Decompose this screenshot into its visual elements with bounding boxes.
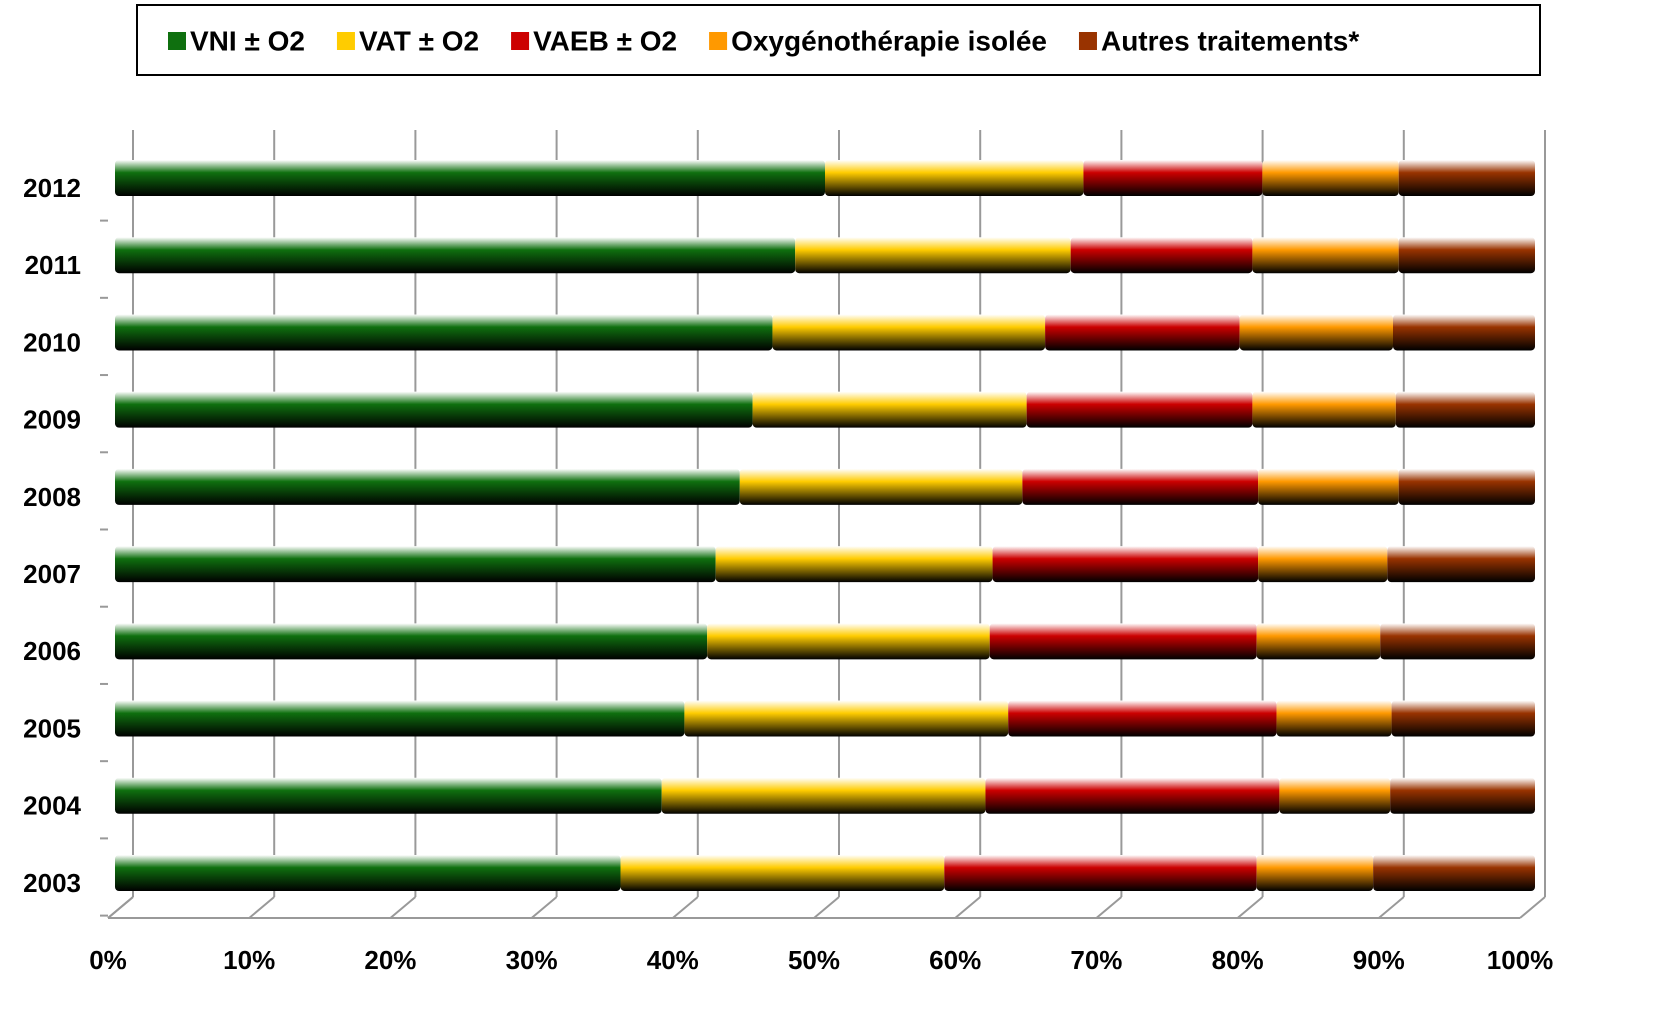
bar-segment (1026, 391, 1253, 428)
bar-segment (1256, 855, 1374, 891)
bar-segment (115, 777, 662, 814)
y-tick-label: 2004 (23, 791, 81, 821)
bar-segment (1258, 546, 1388, 583)
bar-segment (752, 391, 1027, 428)
bar-segment (1070, 237, 1253, 274)
x-tick-label: 50% (788, 945, 840, 975)
grid-line (107, 896, 134, 919)
x-tick-label: 90% (1353, 945, 1405, 975)
bar-segment (684, 700, 1009, 737)
bar-segment (1262, 160, 1399, 196)
grid-line (672, 896, 699, 919)
bar-segment (661, 777, 986, 814)
bar-segment (115, 855, 621, 891)
legend-label: VAT ± O2 (359, 25, 479, 56)
legend-label: VAEB ± O2 (533, 25, 677, 56)
grid-line (1236, 896, 1264, 919)
bar-segment (772, 314, 1046, 351)
bar-segment (115, 546, 716, 583)
bar-segment (1395, 391, 1535, 428)
bar-segment (115, 623, 708, 660)
x-tick-label: 40% (647, 945, 699, 975)
bar-segment (1393, 314, 1535, 351)
y-tick-label: 2005 (23, 713, 81, 743)
grid-line (389, 896, 417, 919)
x-tick-label: 20% (364, 945, 416, 975)
legend-swatch (511, 32, 530, 50)
x-tick-label: 0% (89, 945, 127, 975)
grid-line (1378, 896, 1405, 919)
legend-swatch (336, 32, 355, 50)
grid-line (530, 896, 558, 919)
bar-segment (1258, 468, 1399, 505)
x-tick-label: 100% (1487, 945, 1554, 975)
legend-swatch (709, 32, 728, 50)
x-tick-label: 30% (506, 945, 558, 975)
x-tick-label: 70% (1070, 945, 1122, 975)
legend-label: Autres traitements* (1101, 25, 1359, 56)
x-tick-label: 60% (929, 945, 981, 975)
y-tick-label: 2006 (23, 636, 81, 666)
bar-segment (1387, 546, 1535, 583)
bar-segment (1398, 160, 1535, 196)
bar-segment (989, 623, 1257, 660)
bar-segment (1398, 468, 1535, 505)
y-tick-label: 2010 (23, 327, 81, 357)
y-tick-label: 2012 (23, 173, 81, 203)
bar-segment (1022, 468, 1259, 505)
legend-swatch (1078, 32, 1097, 50)
grid-line (954, 896, 981, 919)
bar-segment (739, 468, 1023, 505)
bar-segment (1380, 623, 1535, 660)
bar-segment (115, 468, 740, 505)
y-tick-label: 2007 (23, 559, 81, 589)
bar-segment (825, 160, 1084, 196)
bar-segment (620, 855, 945, 891)
bar-segment (1373, 855, 1535, 891)
grid-line (248, 896, 275, 919)
bar-segment (1276, 700, 1392, 737)
legend: VNI ± O2 VAT ± O2 VAEB ± O2 Oxygénothérapie… (168, 25, 1359, 56)
y-tick-label: 2003 (23, 868, 81, 898)
bar-segment (992, 546, 1259, 583)
bar-segment (115, 314, 773, 351)
bar-segment (1083, 160, 1263, 196)
bar-segment (1008, 700, 1277, 737)
y-tick-label: 2009 (23, 405, 81, 435)
bar-segment (1252, 237, 1399, 274)
x-tick-label: 80% (1212, 945, 1264, 975)
y-tick-label: 2011 (25, 250, 81, 280)
bar-segment (1279, 777, 1391, 814)
bar-segment (1045, 314, 1240, 351)
legend-label: Oxygénothérapie isolée (731, 25, 1047, 56)
bar-segment (115, 237, 796, 274)
bar-segment (1252, 391, 1396, 428)
bar-segment (1256, 623, 1381, 660)
legend-label: VNI ± O2 (190, 25, 305, 56)
bar-segment (1239, 314, 1393, 351)
x-tick-label: 10% (223, 945, 275, 975)
grid-line (1095, 896, 1123, 919)
bar-segment (1398, 237, 1535, 274)
bar-segment (985, 777, 1280, 814)
legend-box (136, 4, 1541, 76)
bar-segment (115, 700, 685, 737)
grid-line (1519, 896, 1546, 919)
grid-line (813, 896, 840, 919)
bar-segment (715, 546, 993, 583)
bar-segment (707, 623, 990, 660)
y-tick-label: 2008 (23, 482, 81, 512)
bar-segment (795, 237, 1071, 274)
legend-swatch (168, 32, 186, 50)
bar-segment (1390, 777, 1535, 814)
bar-segment (1391, 700, 1535, 737)
bar-segment (115, 391, 753, 428)
bar-segment (944, 855, 1257, 891)
bar-segment (115, 160, 825, 196)
